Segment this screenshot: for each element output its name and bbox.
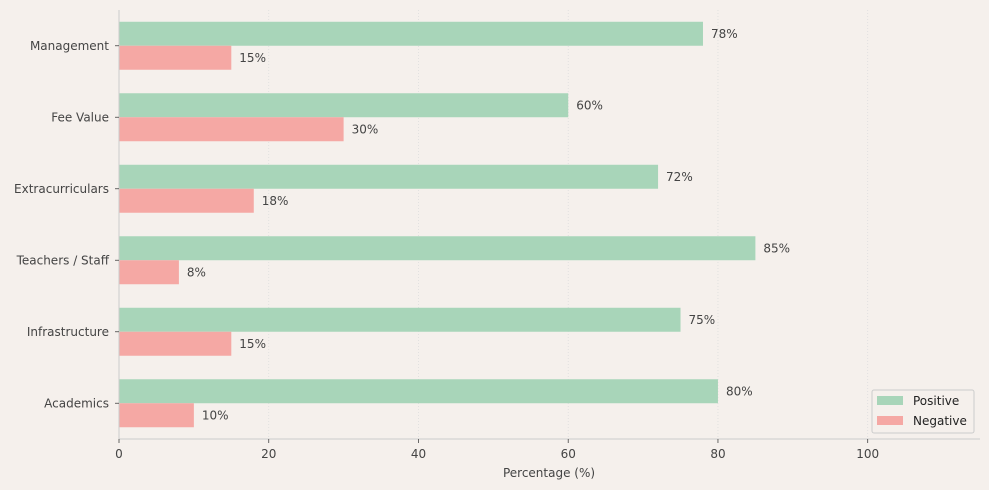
data-label-positive: 72% (666, 170, 693, 184)
data-label-positive: 78% (711, 27, 738, 41)
x-tick-label: 80 (710, 447, 725, 461)
y-tick-label: Extracurriculars (14, 182, 109, 196)
legend-swatch-positive (877, 396, 903, 405)
data-label-positive: 85% (763, 241, 790, 255)
legend-label-positive: Positive (913, 394, 959, 408)
bar-positive (119, 379, 718, 404)
x-tick-label: 40 (411, 447, 426, 461)
bar-positive (119, 236, 756, 261)
bar-negative (119, 117, 344, 142)
bars (119, 21, 756, 428)
bar-negative (119, 45, 232, 70)
bar-positive (119, 21, 703, 46)
axes: 0 20 40 60 80 100 Management Fee Value Extracurr… (14, 10, 980, 461)
data-label-positive: 60% (576, 98, 603, 112)
x-axis-title: Percentage (%) (503, 466, 595, 480)
data-label-negative: 30% (352, 122, 379, 136)
data-label-negative: 15% (239, 51, 266, 65)
y-tick-label: Fee Value (51, 110, 109, 124)
data-label-positive: 75% (689, 313, 716, 327)
y-tick-label: Infrastructure (27, 325, 109, 339)
bar-negative (119, 188, 254, 213)
bar-positive (119, 307, 681, 332)
bar-negative (119, 331, 232, 356)
y-tick-label: Management (30, 39, 109, 53)
data-label-negative: 18% (262, 194, 289, 208)
x-tick-label: 0 (115, 447, 123, 461)
bar-positive (119, 164, 659, 189)
bar-negative (119, 403, 194, 428)
bar-positive (119, 93, 569, 118)
x-tick-label: 20 (261, 447, 276, 461)
y-tick-label: Teachers / Staff (16, 253, 110, 267)
legend-swatch-negative (877, 416, 903, 425)
data-label-positive: 80% (726, 384, 753, 398)
data-label-negative: 8% (187, 265, 206, 279)
grid-lines (268, 10, 869, 439)
data-label-negative: 10% (202, 408, 229, 422)
data-label-negative: 15% (239, 337, 266, 351)
x-tick-label: 100 (856, 447, 879, 461)
legend-label-negative: Negative (913, 414, 967, 428)
data-labels: 78% 15% 60% 30% 72% 18% 85% 8% 75% 15% 80% 10% (187, 27, 790, 423)
bar-negative (119, 260, 179, 285)
y-tick-label: Academics (44, 396, 109, 410)
legend: Positive Negative (871, 389, 975, 434)
x-tick-label: 60 (561, 447, 576, 461)
